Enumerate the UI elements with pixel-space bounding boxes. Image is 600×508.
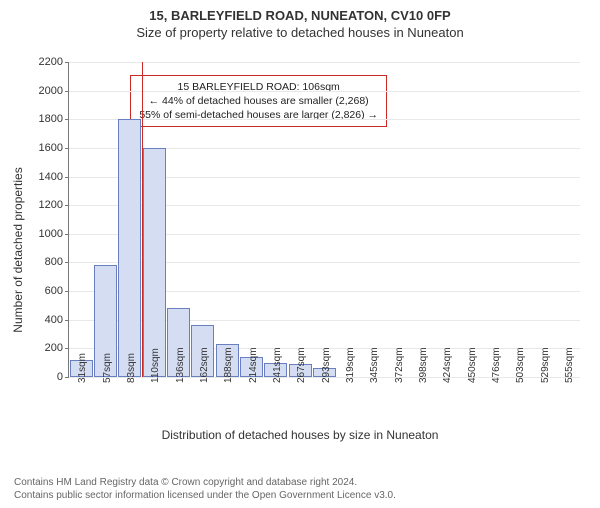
x-tick-label: 450sqm: [467, 347, 478, 383]
y-tick-mark: [65, 320, 69, 321]
y-tick-label: 0: [57, 371, 63, 383]
x-tick-label: 110sqm: [150, 348, 161, 383]
y-tick-label: 1000: [39, 228, 63, 240]
x-tick-label: 31sqm: [77, 353, 88, 383]
y-axis-label: Number of detached properties: [11, 167, 25, 332]
x-tick-label: 476sqm: [491, 347, 502, 383]
y-tick-mark: [65, 148, 69, 149]
footer: Contains HM Land Registry data © Crown c…: [14, 476, 586, 502]
y-tick-label: 2200: [39, 56, 63, 68]
y-tick-mark: [65, 348, 69, 349]
y-tick-mark: [65, 205, 69, 206]
footer-line: Contains HM Land Registry data © Crown c…: [14, 476, 586, 489]
x-axis-label: Distribution of detached houses by size …: [10, 428, 590, 442]
y-tick-mark: [65, 177, 69, 178]
x-tick-label: 241sqm: [272, 347, 283, 383]
y-tick-mark: [65, 262, 69, 263]
x-tick-label: 83sqm: [126, 353, 137, 383]
histogram-bar: [143, 148, 166, 377]
x-tick-label: 188sqm: [223, 347, 234, 383]
x-tick-label: 214sqm: [248, 347, 259, 383]
y-tick-label: 1200: [39, 199, 63, 211]
gridline: [69, 62, 580, 63]
y-tick-mark: [65, 119, 69, 120]
gridline: [69, 91, 580, 92]
y-tick-label: 1600: [39, 142, 63, 154]
x-tick-label: 267sqm: [296, 347, 307, 383]
y-tick-label: 800: [45, 256, 63, 268]
x-tick-label: 372sqm: [394, 347, 405, 383]
footer-line: Contains public sector information licen…: [14, 489, 586, 502]
plot-area: 15 BARLEYFIELD ROAD: 106sqm ← 44% of det…: [68, 62, 580, 378]
y-tick-label: 2000: [39, 85, 63, 97]
x-tick-label: 503sqm: [515, 347, 526, 383]
y-tick-label: 1400: [39, 171, 63, 183]
x-tick-label: 293sqm: [321, 347, 332, 383]
y-tick-mark: [65, 377, 69, 378]
y-tick-mark: [65, 291, 69, 292]
y-tick-label: 600: [45, 285, 63, 297]
y-tick-label: 200: [45, 342, 63, 354]
page-title: 15, BARLEYFIELD ROAD, NUNEATON, CV10 0FP: [0, 8, 600, 23]
y-tick-mark: [65, 62, 69, 63]
x-tick-label: 555sqm: [564, 347, 575, 383]
info-line: 15 BARLEYFIELD ROAD: 106sqm: [139, 80, 378, 94]
y-tick-mark: [65, 91, 69, 92]
page-subtitle: Size of property relative to detached ho…: [0, 25, 600, 40]
x-tick-label: 398sqm: [418, 347, 429, 383]
x-tick-label: 424sqm: [442, 347, 453, 383]
chart-container: Number of detached properties 15 BARLEYF…: [10, 52, 590, 448]
gridline: [69, 119, 580, 120]
y-tick-label: 1800: [39, 113, 63, 125]
y-tick-mark: [65, 234, 69, 235]
x-tick-label: 57sqm: [102, 353, 113, 383]
x-tick-label: 162sqm: [199, 347, 210, 383]
x-tick-label: 345sqm: [369, 347, 380, 383]
x-tick-label: 529sqm: [540, 347, 551, 383]
info-line: ← 44% of detached houses are smaller (2,…: [139, 94, 378, 108]
x-tick-label: 136sqm: [175, 347, 186, 383]
reference-line: [142, 62, 143, 377]
x-tick-label: 319sqm: [345, 347, 356, 383]
y-tick-label: 400: [45, 314, 63, 326]
histogram-bar: [118, 119, 141, 377]
